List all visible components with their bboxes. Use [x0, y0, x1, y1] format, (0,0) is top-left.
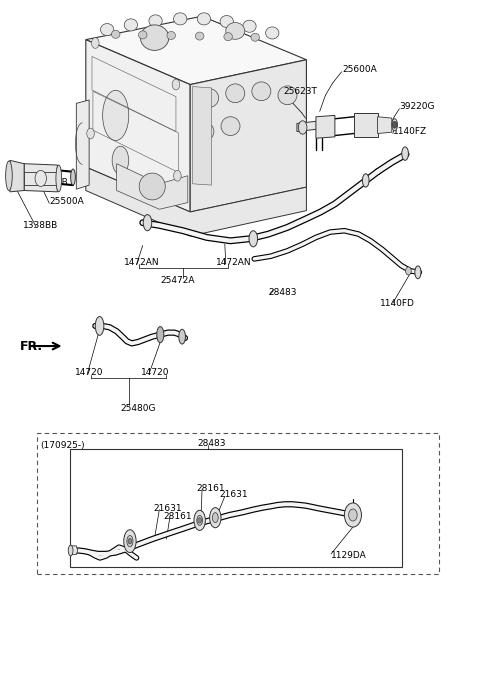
Bar [70, 449, 402, 567]
Polygon shape [192, 87, 212, 185]
Ellipse shape [415, 266, 421, 279]
Ellipse shape [167, 32, 176, 39]
Text: (170925-): (170925-) [41, 441, 85, 450]
Ellipse shape [392, 119, 397, 131]
Ellipse shape [265, 27, 279, 39]
Polygon shape [86, 167, 306, 236]
Ellipse shape [6, 161, 12, 191]
Ellipse shape [249, 231, 258, 247]
Polygon shape [297, 121, 321, 132]
Text: 25623T: 25623T [284, 87, 318, 96]
Text: 28483: 28483 [197, 439, 226, 448]
Polygon shape [76, 100, 89, 189]
Text: 1140FD: 1140FD [381, 299, 415, 308]
Ellipse shape [194, 510, 205, 531]
Ellipse shape [226, 22, 245, 39]
Polygon shape [71, 546, 78, 554]
Circle shape [392, 122, 397, 128]
Ellipse shape [140, 25, 169, 51]
Polygon shape [190, 59, 306, 212]
Polygon shape [378, 117, 392, 134]
Text: 21631: 21631 [219, 490, 248, 500]
Ellipse shape [197, 13, 211, 25]
Text: 1129DA: 1129DA [331, 552, 367, 560]
Ellipse shape [251, 33, 260, 41]
Circle shape [92, 38, 99, 49]
Ellipse shape [362, 174, 369, 187]
Ellipse shape [220, 16, 233, 28]
Ellipse shape [112, 146, 129, 174]
Ellipse shape [124, 530, 136, 552]
Ellipse shape [197, 515, 203, 525]
Circle shape [128, 539, 132, 544]
Ellipse shape [103, 91, 129, 141]
Ellipse shape [226, 84, 245, 103]
Ellipse shape [195, 122, 214, 141]
Ellipse shape [174, 13, 187, 25]
Ellipse shape [243, 20, 256, 32]
Ellipse shape [213, 512, 218, 523]
Circle shape [344, 503, 361, 527]
Ellipse shape [143, 215, 152, 231]
Ellipse shape [278, 86, 297, 105]
Ellipse shape [224, 32, 232, 41]
Circle shape [174, 170, 181, 181]
Ellipse shape [149, 15, 162, 27]
Text: 1140FZ: 1140FZ [393, 127, 427, 136]
Text: 28161: 28161 [163, 512, 192, 521]
Ellipse shape [124, 19, 137, 31]
Text: 25600A: 25600A [342, 66, 377, 74]
Ellipse shape [138, 31, 147, 39]
Ellipse shape [139, 173, 165, 200]
Text: 21631: 21631 [154, 504, 182, 513]
Circle shape [87, 128, 95, 139]
Ellipse shape [157, 327, 164, 343]
Text: 1472AN: 1472AN [216, 258, 252, 268]
Ellipse shape [195, 32, 204, 40]
Text: 25631B: 25631B [34, 178, 68, 187]
Ellipse shape [68, 545, 73, 556]
Ellipse shape [111, 30, 120, 39]
Polygon shape [24, 172, 59, 185]
Ellipse shape [252, 82, 271, 101]
Text: 25500A: 25500A [49, 197, 84, 206]
Ellipse shape [402, 147, 408, 160]
Ellipse shape [299, 121, 307, 134]
Polygon shape [86, 16, 306, 85]
Text: 1338BB: 1338BB [23, 221, 58, 230]
Ellipse shape [179, 329, 185, 344]
Text: 25480G: 25480G [120, 404, 156, 413]
Text: 28483: 28483 [268, 288, 297, 297]
Text: 1472AN: 1472AN [124, 258, 159, 268]
Circle shape [35, 170, 47, 187]
Text: 39220G: 39220G [399, 102, 435, 111]
Polygon shape [354, 114, 378, 137]
Circle shape [348, 509, 357, 521]
Circle shape [172, 79, 180, 90]
Ellipse shape [96, 316, 104, 335]
Ellipse shape [127, 535, 133, 547]
Ellipse shape [200, 89, 219, 107]
Polygon shape [316, 116, 335, 138]
Ellipse shape [71, 169, 75, 185]
Ellipse shape [221, 117, 240, 135]
Text: 28161: 28161 [196, 484, 225, 493]
Bar [37, 433, 439, 574]
Text: 14720: 14720 [75, 368, 103, 377]
Text: FR.: FR. [19, 339, 43, 353]
Polygon shape [86, 40, 190, 212]
Polygon shape [117, 164, 188, 210]
Ellipse shape [210, 508, 221, 528]
Ellipse shape [100, 24, 114, 36]
Circle shape [198, 518, 202, 523]
Text: 25472A: 25472A [160, 276, 195, 285]
Polygon shape [10, 160, 24, 192]
Circle shape [406, 267, 411, 275]
Ellipse shape [56, 165, 61, 192]
Text: 14720: 14720 [141, 368, 170, 377]
Polygon shape [24, 164, 57, 192]
